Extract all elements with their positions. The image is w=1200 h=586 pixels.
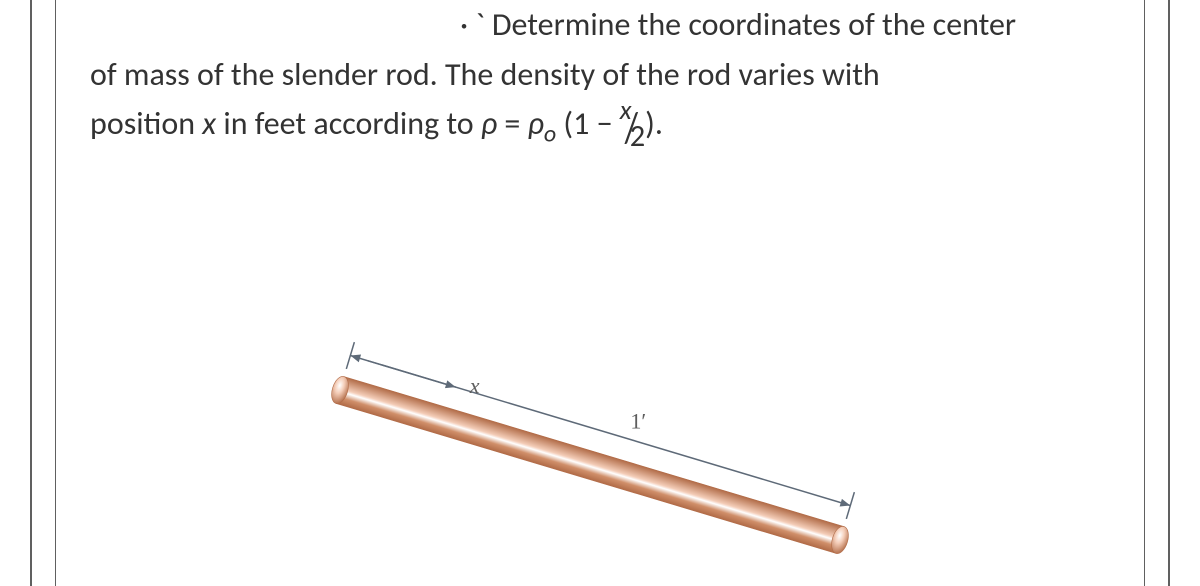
problem-text: · ` Determine the coordinates of the cen… bbox=[90, 0, 1110, 153]
equals: = bbox=[497, 104, 527, 143]
problem-line1: Determine the coordinates of the center bbox=[492, 5, 1016, 44]
fraction-x-over-2: x/2 bbox=[620, 99, 645, 151]
paren-open: (1 − bbox=[556, 104, 620, 143]
length-label: 1′ bbox=[630, 409, 646, 434]
problem-line3-pre: position bbox=[90, 104, 202, 143]
paren-close: ). bbox=[645, 104, 663, 143]
problem-line2: of mass of the slender rod. The density … bbox=[90, 55, 880, 94]
rod-body bbox=[336, 377, 844, 554]
tick-mark: · ` bbox=[460, 5, 492, 44]
problem-line3-mid: in feet according to bbox=[216, 104, 481, 143]
dimension-arrow-left bbox=[350, 355, 361, 363]
x-axis-arrowhead bbox=[445, 380, 456, 388]
sub-o: o bbox=[544, 120, 556, 149]
fraction-slash: / bbox=[624, 95, 637, 162]
var-x: x bbox=[202, 104, 216, 143]
rod-figure: x 1′ bbox=[300, 260, 900, 560]
rod-svg: x 1′ bbox=[300, 260, 900, 560]
dimension-arrow-right bbox=[840, 499, 851, 507]
rho: ρ bbox=[481, 104, 497, 143]
rho0: ρ bbox=[528, 104, 544, 143]
x-axis-label: x bbox=[469, 373, 480, 398]
x-axis-line bbox=[368, 361, 456, 387]
